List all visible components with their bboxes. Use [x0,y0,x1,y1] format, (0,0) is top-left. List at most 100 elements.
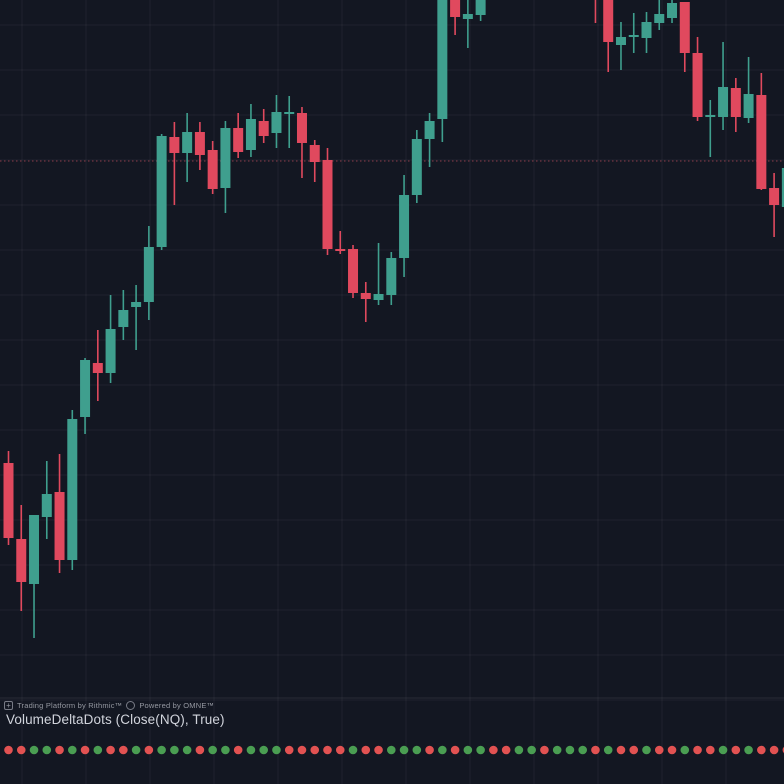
volume-delta-dot [731,745,741,755]
candle-body [769,188,780,205]
candle-body [194,132,205,155]
candle-body [182,132,193,153]
candle-body [284,112,295,114]
candle-body [373,294,384,300]
candle-body [730,88,741,117]
volume-delta-dot [769,745,779,755]
volume-delta-dot [603,745,613,755]
volume-delta-dot [233,745,243,755]
volume-delta-dot [297,745,307,755]
candle-body [105,329,116,373]
omne-logo-icon [126,701,136,710]
volume-delta-dot [387,745,396,755]
volume-delta-dot [106,745,115,755]
candle-body [156,136,167,247]
candle-body [692,53,703,117]
volume-delta-dot [578,745,587,755]
volume-delta-dot [55,745,64,755]
volume-delta-dot [591,745,600,755]
volume-delta-dot [119,745,128,755]
candle-body [245,119,256,150]
volume-delta-dot [450,745,460,755]
volume-delta-dot [489,745,498,755]
candle-body [80,360,91,417]
candle-body [743,94,754,118]
volume-delta-dot [42,745,52,755]
volume-delta-dot [93,745,103,755]
volume-delta-dot [642,745,651,755]
candle-body [462,14,473,19]
volume-delta-dot [527,745,536,755]
indicator-title[interactable]: VolumeDeltaDots (Close(NQ), True) [6,712,225,727]
candle-body [654,14,665,23]
volume-delta-dot [680,745,690,755]
candle-body [16,539,27,582]
volume-delta-dot [693,745,702,755]
candle-body [475,0,486,15]
volume-delta-dot [476,745,485,755]
volume-delta-dot [335,745,345,755]
volume-delta-dot [157,745,166,755]
candle-body [296,113,307,143]
volume-delta-dot [757,745,766,755]
attribution-omne: Powered by OMNE™ [139,701,215,710]
volume-delta-dot [463,745,473,755]
candle-body [667,3,678,18]
candle-body [628,35,639,37]
volume-delta-dot [170,745,179,755]
volume-delta-dot [208,745,217,755]
volume-delta-dot [425,745,434,755]
volume-delta-dot [667,745,677,755]
candle-body [54,492,65,560]
candle-body [143,247,154,302]
candle-body [169,137,180,153]
candle-body [424,121,435,139]
candle-body [615,37,626,45]
candle-body [258,121,269,136]
volume-delta-dot [654,745,664,755]
volume-delta-dot [399,745,409,755]
volume-delta-dots-layer [4,745,784,755]
volume-delta-dot [259,745,269,755]
candle-body [781,168,784,207]
candle-body [309,145,320,162]
volume-delta-dot [144,745,154,755]
candle-body [233,128,244,152]
volume-delta-dot [514,745,524,755]
candle-body [348,249,359,293]
candle-body [718,87,729,117]
candle-body [131,302,142,307]
candle-body [386,258,397,295]
candle-body [3,463,14,538]
candle-body [220,128,231,188]
volume-delta-dot [540,745,549,755]
candle-body [207,150,218,189]
rithmic-logo-icon[interactable]: + [4,701,13,710]
attribution-bar: + Trading Platform by Rithmic™ Powered b… [4,700,214,711]
volume-delta-dot [284,745,294,755]
candle-body [411,139,422,195]
volume-delta-dot [616,745,626,755]
candle-body [679,2,690,53]
volume-delta-dot [68,745,77,755]
volume-delta-dot [272,745,281,755]
candle-body [603,0,614,42]
volume-delta-dot [565,745,575,755]
candle-body [437,0,448,119]
candle-body [41,494,52,517]
volume-delta-dot [412,745,422,755]
volume-delta-dot [374,745,383,755]
volume-delta-dot [361,745,371,755]
candle-body [271,112,282,133]
candle-body [29,515,40,584]
volume-delta-dot [348,745,358,755]
candle-body [92,363,103,373]
volume-delta-dot [501,745,511,755]
candle-body [360,293,371,299]
volume-delta-dot [29,745,39,755]
candle-body [335,249,346,251]
